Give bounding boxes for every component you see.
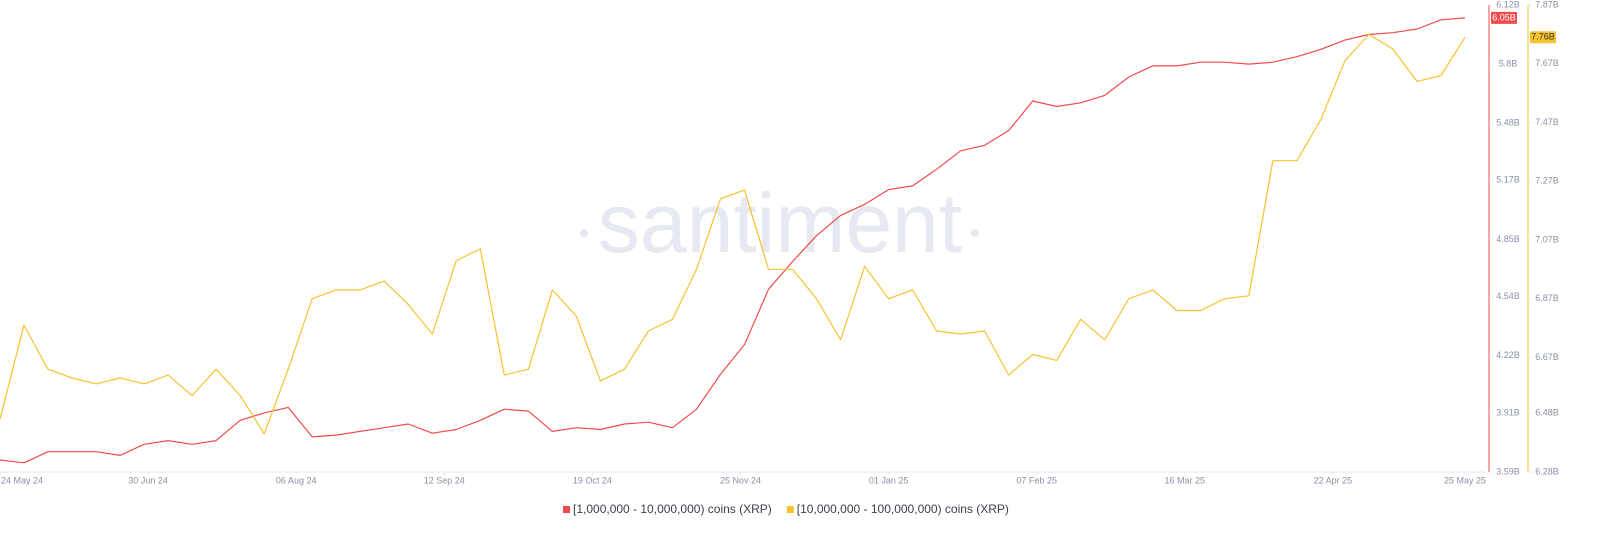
value-badge <box>1491 11 1517 24</box>
legend-swatch <box>563 506 570 513</box>
watermark: santiment <box>598 176 962 270</box>
legend-label: [10,000,000 - 100,000,000) coins (XRP) <box>797 502 1009 516</box>
y2-tick-label: 7.27B <box>1535 176 1559 186</box>
legend-swatch <box>786 506 794 513</box>
x-tick-label: 07 Feb 25 <box>1016 475 1057 485</box>
x-tick-label: 30 Jun 24 <box>128 475 168 485</box>
x-tick-label: 25 May 25 <box>1444 475 1486 485</box>
x-tick-label: 06 Aug 24 <box>276 475 317 485</box>
y-tick-label: 4.22B <box>1496 350 1520 360</box>
series-line <box>0 33 1466 435</box>
y2-tick-label: 7.67B <box>1535 58 1559 68</box>
x-tick-label: 16 Mar 25 <box>1165 475 1206 485</box>
x-tick-label: 25 Nov 24 <box>720 475 761 485</box>
watermark-dot <box>580 229 588 237</box>
y-tick-label: 4.85B <box>1496 234 1520 244</box>
y2-tick-label: 6.28B <box>1535 466 1559 476</box>
y-tick-label: 5.8B <box>1499 58 1518 68</box>
legend-label: [1,000,000 - 10,000,000) coins (XRP) <box>573 502 772 516</box>
y-tick-label: 6.12B <box>1496 0 1520 9</box>
x-tick-label: 12 Sep 24 <box>424 475 465 485</box>
y-tick-label: 5.17B <box>1496 175 1520 185</box>
y-tick-label: 3.59B <box>1496 466 1520 476</box>
value-label: 6.05B <box>1492 12 1516 22</box>
y2-tick-label: 7.87B <box>1535 0 1559 9</box>
y2-tick-label: 6.87B <box>1535 293 1559 303</box>
y-tick-label: 3.91B <box>1496 407 1520 417</box>
watermark-dot <box>971 229 979 237</box>
value-badge <box>1530 31 1556 44</box>
series-line <box>0 17 1466 464</box>
y-tick-label: 5.48B <box>1496 118 1520 128</box>
y-tick-label: 4.54B <box>1496 291 1520 301</box>
y2-tick-label: 6.67B <box>1535 352 1559 362</box>
y2-tick-label: 6.48B <box>1535 408 1559 418</box>
y2-tick-label: 7.47B <box>1535 117 1559 127</box>
x-tick-label: 01 Jan 25 <box>869 475 909 485</box>
y2-tick-label: 7.07B <box>1535 234 1559 244</box>
x-tick-label: 24 May 24 <box>1 475 43 485</box>
value-label: 7.76B <box>1531 32 1555 42</box>
x-tick-label: 22 Apr 25 <box>1314 475 1353 485</box>
x-tick-label: 19 Oct 24 <box>573 475 612 485</box>
